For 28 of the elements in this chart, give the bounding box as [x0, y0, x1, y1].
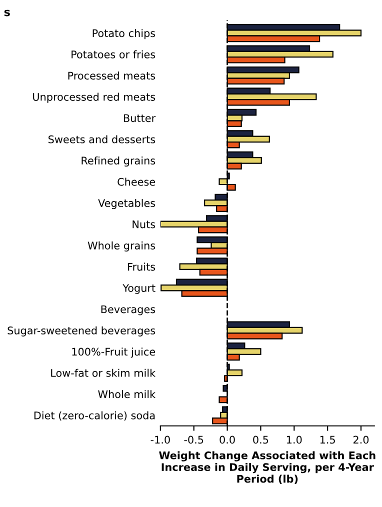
- x-axis-title: Weight Change Associated with Each Increase in Daily Serving, per 4-Year Period (lb): [159, 451, 376, 484]
- x-tick-label: -0.5: [184, 436, 204, 444]
- y-tick-label: Whole grains: [88, 241, 156, 252]
- text: s: [4, 10, 10, 16]
- x-tick-label: 0.5: [253, 436, 268, 444]
- y-tick-label: Butter: [124, 114, 156, 122]
- x-tick-label: 2.0: [353, 436, 369, 444]
- y-tick-label: Whole milk: [98, 390, 156, 398]
- y-tick-label: Fruits: [128, 262, 156, 271]
- y-tick-label: Sugar-sweetened beverages: [8, 326, 156, 336]
- y-tick-label: Refined grains: [82, 156, 156, 167]
- x-tick-label: 0.0: [220, 436, 235, 444]
- y-tick-label: 100%-Fruit juice: [72, 348, 156, 358]
- y-tick-label: Potatoes or fries: [72, 50, 156, 58]
- y-tick-label: Cheese: [118, 178, 156, 186]
- y-tick-label: Low-fat or skim milk: [51, 368, 156, 377]
- x-tick-label: 1.0: [287, 436, 302, 444]
- x-tick-label: 1.5: [320, 436, 335, 444]
- x-tick-label: -1.0: [150, 436, 170, 444]
- y-tick-label: Potato chips: [92, 29, 156, 40]
- y-tick-label: Diet (zero-calorie) soda: [34, 411, 155, 421]
- y-tick-label: Sweets and desserts: [48, 135, 156, 144]
- y-tick-label: Vegetables: [98, 198, 156, 210]
- y-tick-label: Unprocessed red meats: [33, 92, 156, 103]
- y-tick-label: Processed meats: [68, 72, 156, 80]
- y-tick-label: Yogurt: [122, 284, 156, 294]
- y-tick-label: Nuts: [132, 220, 156, 228]
- y-tick-label: Beverages: [101, 305, 156, 316]
